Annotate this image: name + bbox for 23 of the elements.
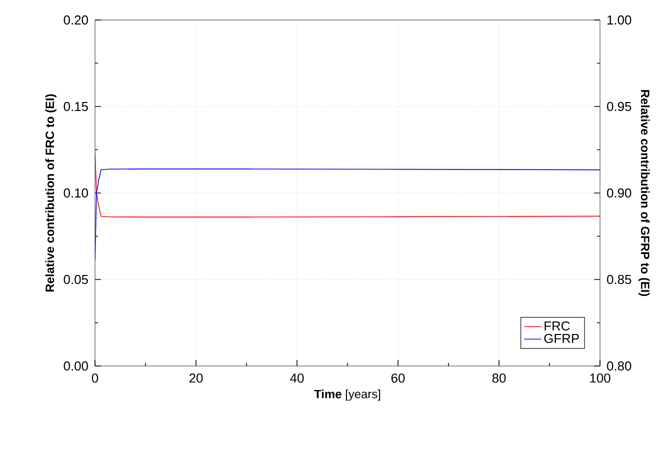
y2-tick-label: 0.80 [607,361,632,371]
y-axis-title: Relative contribution of FRC to (EI) [45,94,56,292]
y2-tick-label: 0.90 [607,188,632,198]
y-tick-label: 0.00 [64,361,88,371]
x-tick-label: 0 [92,374,98,383]
x-axis-title: Time [years] [314,390,380,401]
line-series [95,168,600,261]
y2-axis-title: Relative contribution of GFRP to (EI) [638,90,650,296]
legend-label: GFRP [544,334,579,344]
x-tick-label: 80 [492,374,506,383]
y-tick-label: 0.10 [64,188,88,198]
y2-tick-label: 0.95 [607,102,632,112]
y-tick-label: 0.05 [64,274,88,284]
line-series [95,151,600,218]
y2-tick-label: 1.00 [608,15,632,25]
y-tick-label: 0.20 [64,15,88,25]
x-tick-label: 20 [189,374,203,383]
x-tick-label: 60 [391,374,405,383]
x-tick-label: 100 [590,374,610,383]
x-tick-label: 40 [290,374,304,383]
legend-label: FRC [544,321,570,331]
y2-tick-label: 0.85 [607,274,632,284]
y-tick-label: 0.15 [64,102,88,112]
